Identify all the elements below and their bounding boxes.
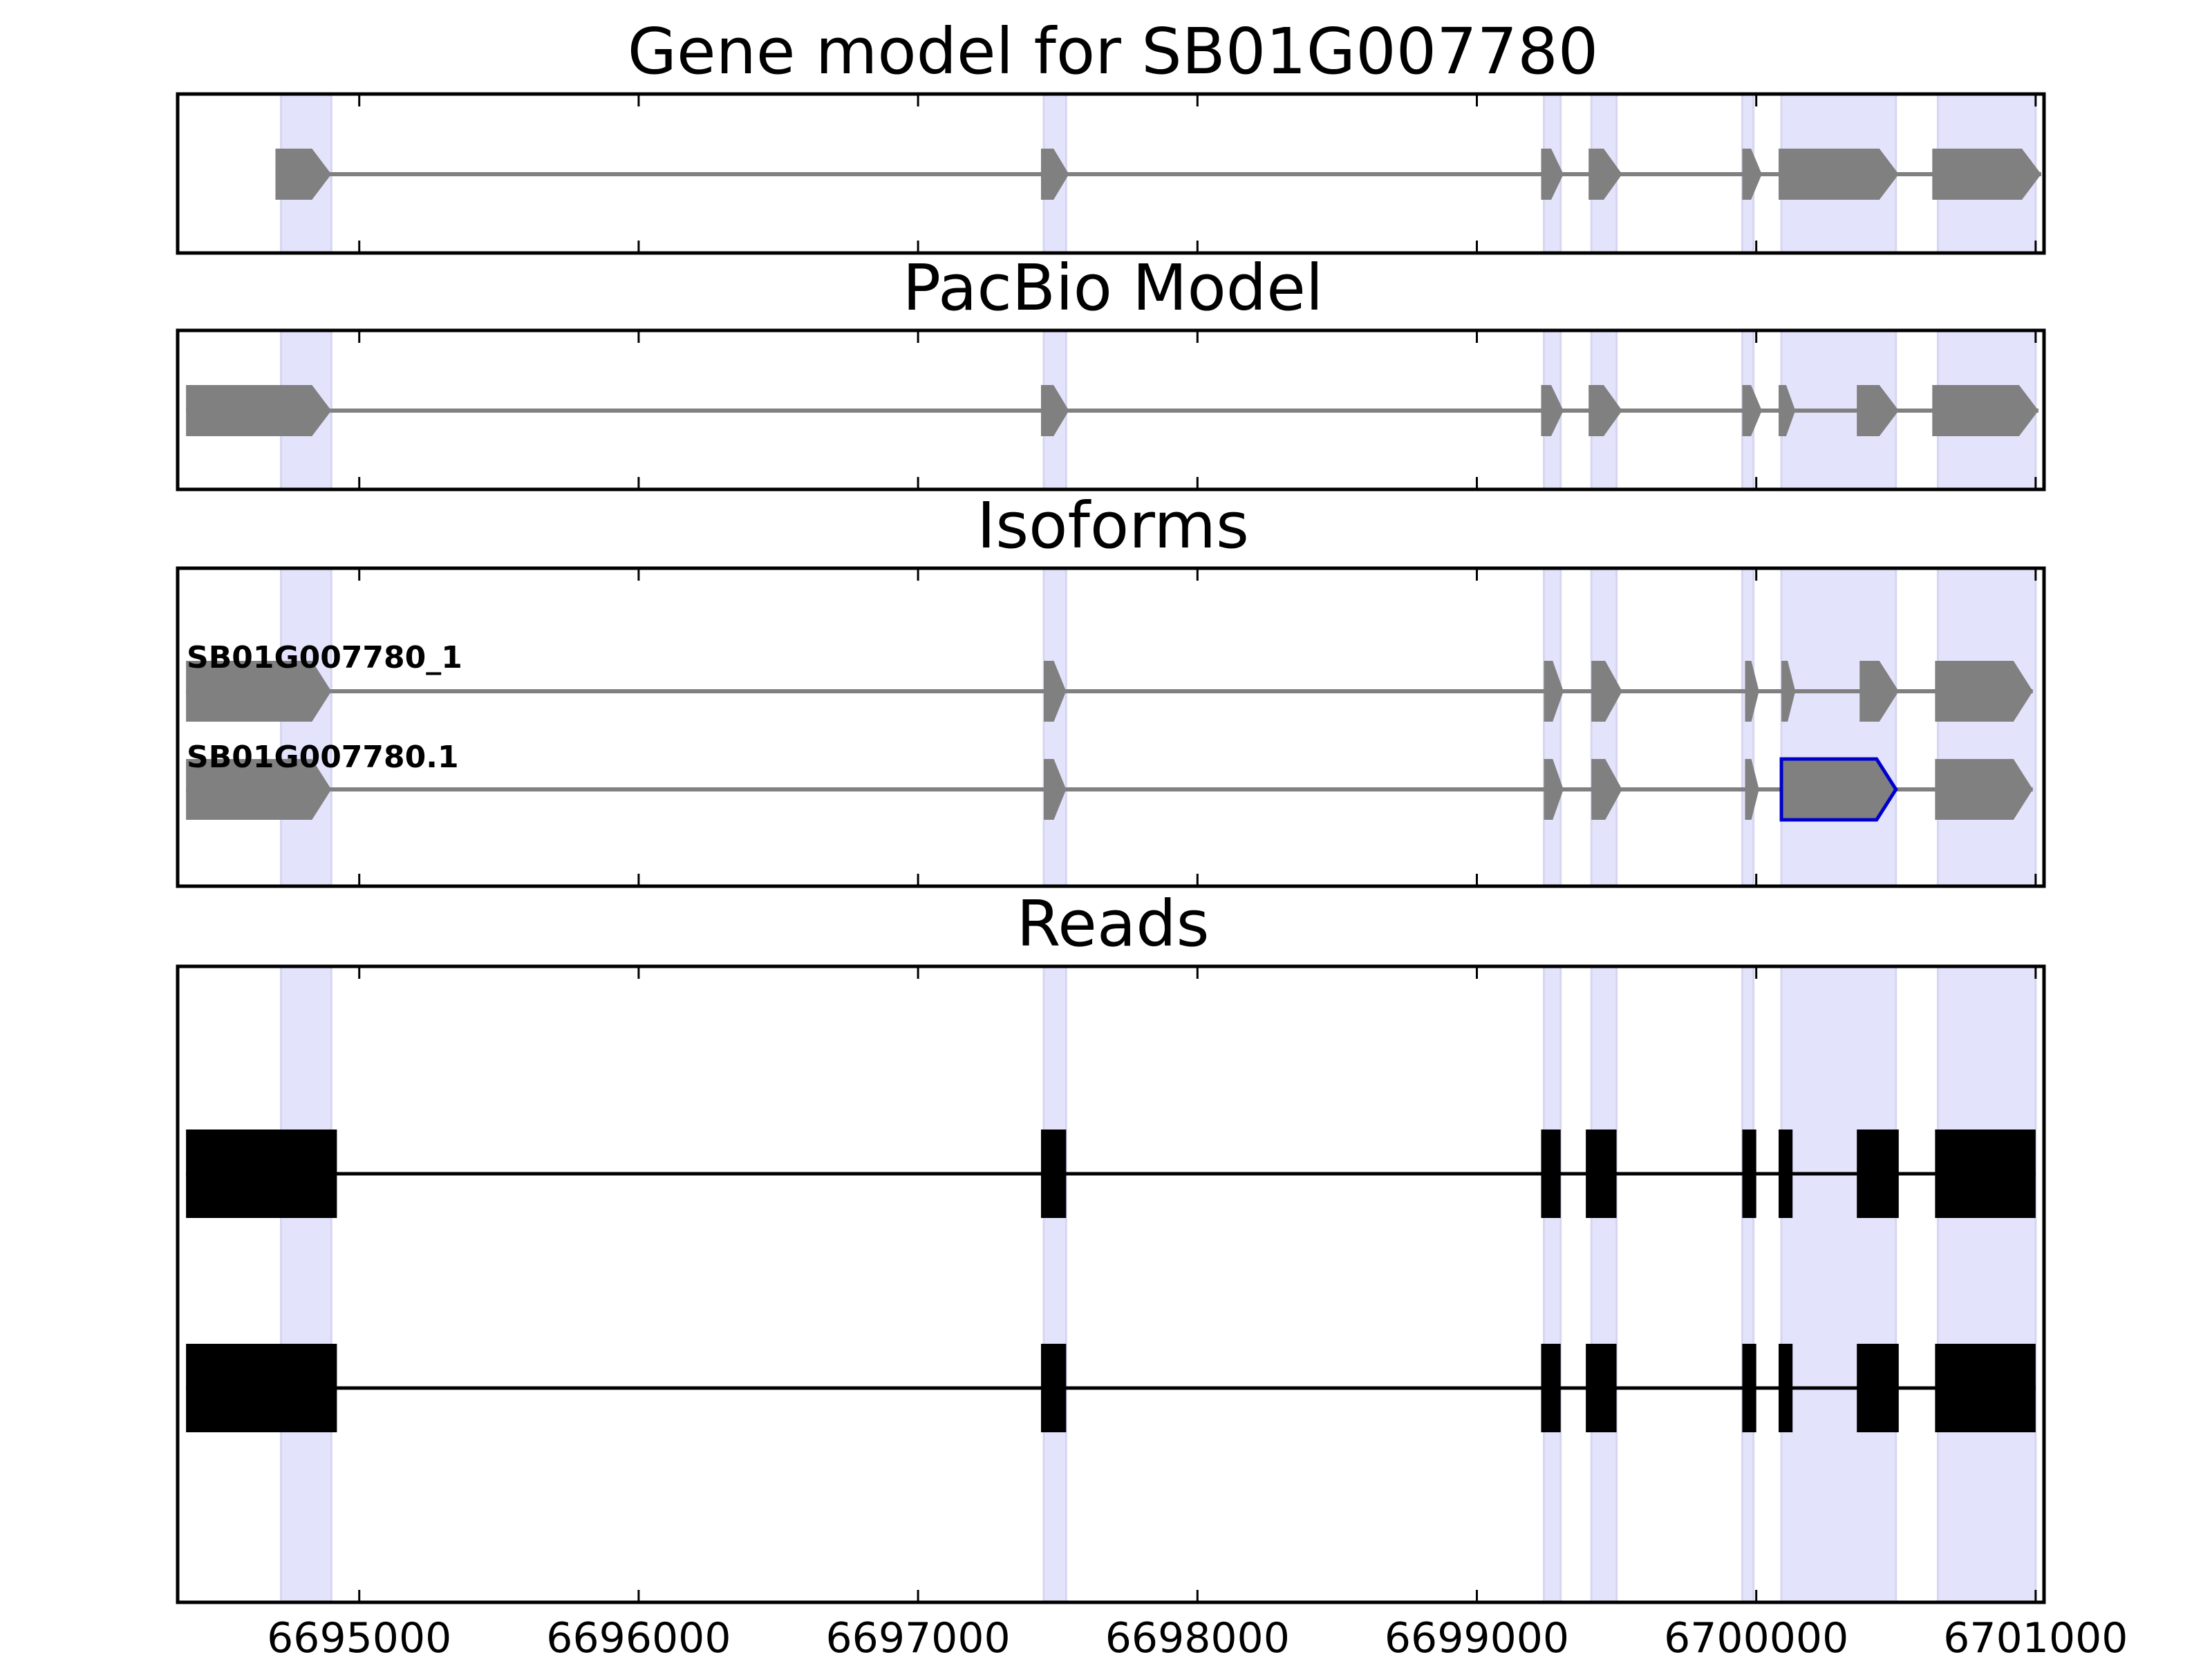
exon-highlight-band xyxy=(1741,567,1755,888)
read-block xyxy=(1779,1344,1793,1432)
read-block xyxy=(186,1130,337,1218)
read-block xyxy=(1742,1130,1756,1218)
read-block xyxy=(1935,1130,2036,1218)
exon-highlight-band xyxy=(280,567,332,888)
read-block xyxy=(1541,1130,1561,1218)
panel-frame xyxy=(176,566,2046,888)
exon-arrow xyxy=(1779,385,1796,436)
panel-title-pacbio: PacBio Model xyxy=(903,251,1324,325)
read-block xyxy=(1935,1344,2036,1432)
exon-arrow xyxy=(1742,149,1762,200)
exon-arrow xyxy=(1859,661,1899,722)
x-tick-label: 6695000 xyxy=(267,1614,451,1659)
selected-exon-arrow xyxy=(1779,757,1898,822)
exon-arrow xyxy=(1544,759,1564,820)
exon-highlight-band xyxy=(1042,567,1067,888)
exon-arrow xyxy=(1742,385,1762,436)
read-block xyxy=(1742,1344,1756,1432)
exon-arrow xyxy=(1588,385,1622,436)
exon-arrow xyxy=(1935,759,2033,820)
panel-frames xyxy=(176,92,2046,1604)
exon-arrow xyxy=(1591,661,1622,722)
exon-highlight-band xyxy=(1936,567,2037,888)
exon-arrow xyxy=(1779,149,1899,200)
read-block xyxy=(1779,1130,1793,1218)
exon-highlight-band xyxy=(1542,965,1562,1604)
exon-arrow xyxy=(1745,759,1759,820)
read-block xyxy=(1857,1130,1899,1218)
panel-frame xyxy=(176,328,2046,491)
exon-arrow xyxy=(1544,661,1564,722)
exon-highlight-band xyxy=(1741,965,1755,1604)
exon-arrow xyxy=(1781,661,1796,722)
read-block xyxy=(186,1344,337,1432)
exon-arrow xyxy=(1935,661,2033,722)
x-tick-label: 6701000 xyxy=(1943,1614,2128,1659)
exon-arrow xyxy=(1932,385,2038,436)
exon-arrow xyxy=(1541,385,1564,436)
exon-arrow xyxy=(1932,149,2041,200)
read-block xyxy=(1541,1344,1561,1432)
exon-arrow xyxy=(1040,385,1069,436)
exon-arrow xyxy=(186,759,332,820)
exon-highlight-band xyxy=(1590,567,1618,888)
read-block xyxy=(1586,1130,1617,1218)
exon-highlight-band xyxy=(1590,965,1618,1604)
exon-arrow xyxy=(1857,385,1899,436)
panel-frame xyxy=(176,964,2046,1604)
x-tick-label: 6699000 xyxy=(1385,1614,1569,1659)
panel-title-reads: Reads xyxy=(1016,887,1209,961)
x-tick-label: 6696000 xyxy=(546,1614,731,1659)
exon-arrow xyxy=(1591,759,1622,820)
read-block xyxy=(1040,1130,1067,1218)
exon-arrow xyxy=(1541,149,1564,200)
read-block xyxy=(1040,1344,1067,1432)
exon-arrow xyxy=(186,661,332,722)
panel-title-isoforms: Isoforms xyxy=(977,489,1249,563)
exon-highlight-band xyxy=(1780,965,1897,1604)
read-block xyxy=(1586,1344,1617,1432)
exon-highlight-band xyxy=(280,965,332,1604)
exon-arrow xyxy=(275,149,332,200)
read-block xyxy=(1857,1344,1899,1432)
panel-frame xyxy=(176,92,2046,255)
x-tick-label: 6698000 xyxy=(1105,1614,1290,1659)
exon-highlight-band xyxy=(1780,567,1897,888)
x-axis-tick-labels: 6695000 6696000 6697000 6698000 6699000 67000… xyxy=(267,1614,2128,1659)
x-tick-label: 6700000 xyxy=(1664,1614,1848,1659)
isoform-label: SB01G007780.1 xyxy=(187,740,459,775)
exon-arrow xyxy=(1588,149,1622,200)
exon-arrow xyxy=(1043,661,1067,722)
x-tick-label: 6697000 xyxy=(825,1614,1010,1659)
exon-arrow xyxy=(1043,759,1067,820)
panel-title-gene-model: Gene model for SB01G007780 xyxy=(628,15,1599,88)
exon-highlight-band xyxy=(1042,965,1067,1604)
isoform-label: SB01G007780_1 xyxy=(187,640,462,675)
feature-marks xyxy=(186,149,2041,1432)
exon-highlight-band xyxy=(1936,965,2037,1604)
exon-arrow xyxy=(186,385,332,436)
exon-arrow xyxy=(1040,149,1069,200)
exon-arrow xyxy=(1745,661,1759,722)
exon-highlight-band xyxy=(1542,567,1562,888)
